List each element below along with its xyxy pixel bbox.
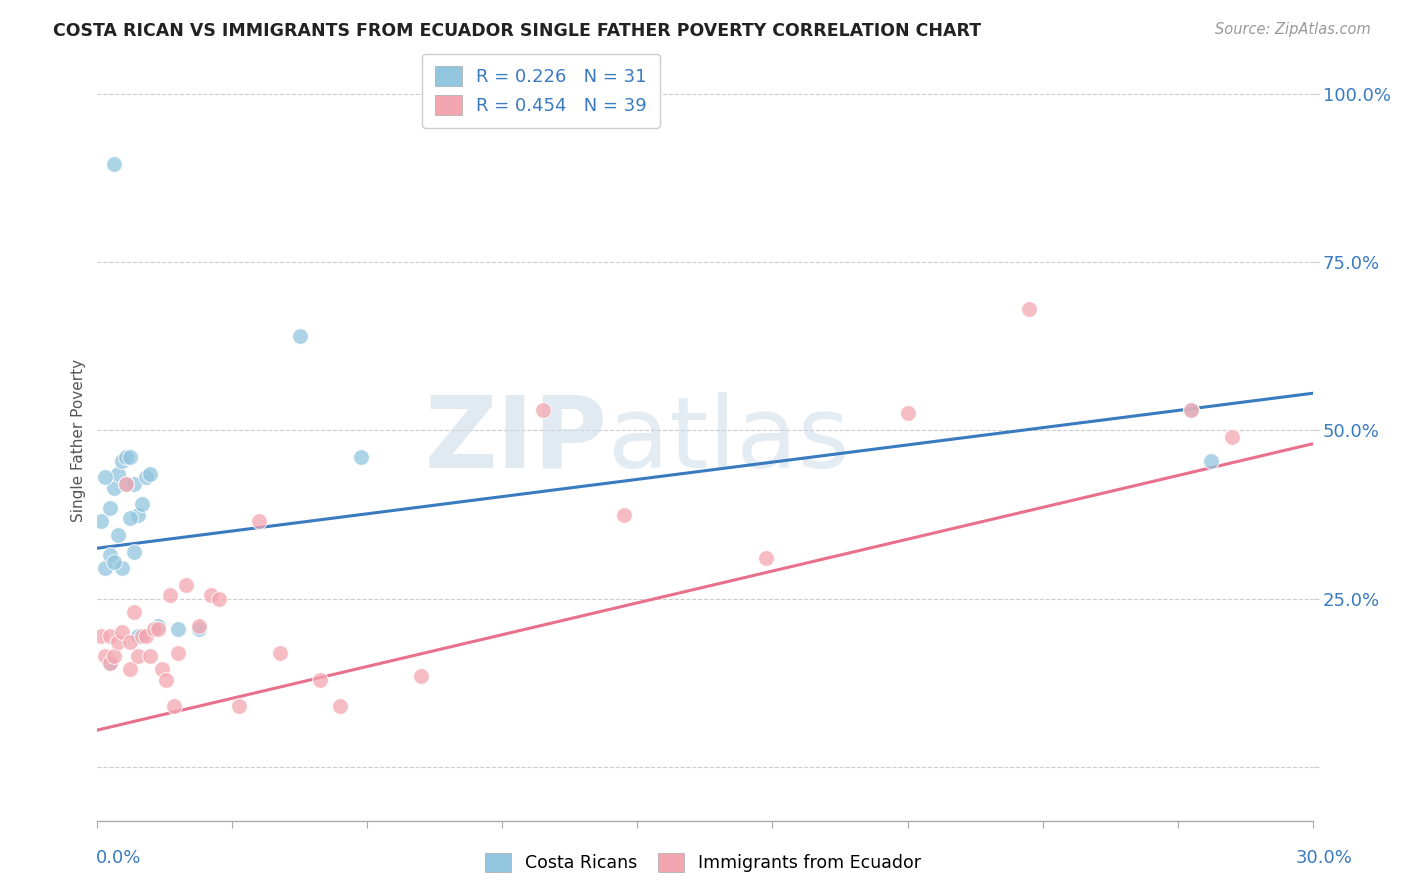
Point bbox=[107, 527, 129, 541]
Point bbox=[167, 646, 190, 660]
Point bbox=[187, 618, 209, 632]
Text: 30.0%: 30.0% bbox=[1296, 849, 1353, 867]
Point bbox=[187, 622, 209, 636]
Point bbox=[127, 508, 149, 522]
Point bbox=[150, 662, 173, 676]
Point bbox=[146, 622, 169, 636]
Point bbox=[127, 629, 149, 643]
Point bbox=[98, 500, 121, 515]
Point bbox=[103, 481, 125, 495]
Point bbox=[98, 629, 121, 643]
Point bbox=[94, 561, 117, 575]
Point bbox=[114, 477, 136, 491]
Point bbox=[167, 622, 190, 636]
Point bbox=[309, 673, 332, 687]
Point bbox=[176, 578, 198, 592]
Point bbox=[1201, 453, 1223, 467]
Point bbox=[114, 450, 136, 465]
Point bbox=[1180, 403, 1202, 417]
Point bbox=[228, 699, 250, 714]
Point bbox=[1018, 301, 1040, 316]
Point bbox=[247, 514, 270, 528]
Text: 0.0%: 0.0% bbox=[96, 849, 141, 867]
Point bbox=[155, 673, 177, 687]
Point bbox=[103, 555, 125, 569]
Legend: R = 0.226   N = 31, R = 0.454   N = 39: R = 0.226 N = 31, R = 0.454 N = 39 bbox=[422, 54, 659, 128]
Point bbox=[118, 662, 141, 676]
Point bbox=[98, 656, 121, 670]
Point bbox=[122, 477, 145, 491]
Point bbox=[531, 403, 554, 417]
Point bbox=[208, 591, 231, 606]
Point bbox=[159, 588, 181, 602]
Point bbox=[896, 407, 918, 421]
Legend: Costa Ricans, Immigrants from Ecuador: Costa Ricans, Immigrants from Ecuador bbox=[478, 846, 928, 879]
Point bbox=[94, 648, 117, 663]
Point bbox=[111, 453, 134, 467]
Point bbox=[1220, 430, 1243, 444]
Point bbox=[118, 635, 141, 649]
Point bbox=[127, 648, 149, 663]
Point bbox=[1180, 403, 1202, 417]
Point bbox=[103, 648, 125, 663]
Point bbox=[131, 629, 153, 643]
Point bbox=[329, 699, 352, 714]
Point bbox=[139, 467, 162, 482]
Point bbox=[755, 551, 778, 566]
Point bbox=[90, 629, 112, 643]
Point bbox=[613, 508, 636, 522]
Point bbox=[107, 467, 129, 482]
Point bbox=[114, 477, 136, 491]
Point bbox=[118, 511, 141, 525]
Point bbox=[122, 544, 145, 558]
Point bbox=[411, 669, 433, 683]
Text: ZIP: ZIP bbox=[425, 392, 607, 489]
Point bbox=[143, 622, 166, 636]
Point bbox=[107, 635, 129, 649]
Point bbox=[98, 656, 121, 670]
Point bbox=[94, 470, 117, 484]
Point bbox=[135, 629, 157, 643]
Point bbox=[288, 329, 311, 343]
Point bbox=[350, 450, 373, 465]
Point bbox=[146, 618, 169, 632]
Point bbox=[122, 605, 145, 619]
Point bbox=[90, 514, 112, 528]
Text: atlas: atlas bbox=[607, 392, 849, 489]
Y-axis label: Single Father Poverty: Single Father Poverty bbox=[72, 359, 86, 522]
Point bbox=[139, 648, 162, 663]
Point bbox=[135, 470, 157, 484]
Point bbox=[98, 548, 121, 562]
Point bbox=[163, 699, 186, 714]
Point bbox=[103, 157, 125, 171]
Text: Source: ZipAtlas.com: Source: ZipAtlas.com bbox=[1215, 22, 1371, 37]
Point bbox=[131, 497, 153, 511]
Point bbox=[200, 588, 222, 602]
Point bbox=[111, 561, 134, 575]
Point bbox=[111, 625, 134, 640]
Point bbox=[269, 646, 291, 660]
Text: COSTA RICAN VS IMMIGRANTS FROM ECUADOR SINGLE FATHER POVERTY CORRELATION CHART: COSTA RICAN VS IMMIGRANTS FROM ECUADOR S… bbox=[53, 22, 981, 40]
Point bbox=[118, 450, 141, 465]
